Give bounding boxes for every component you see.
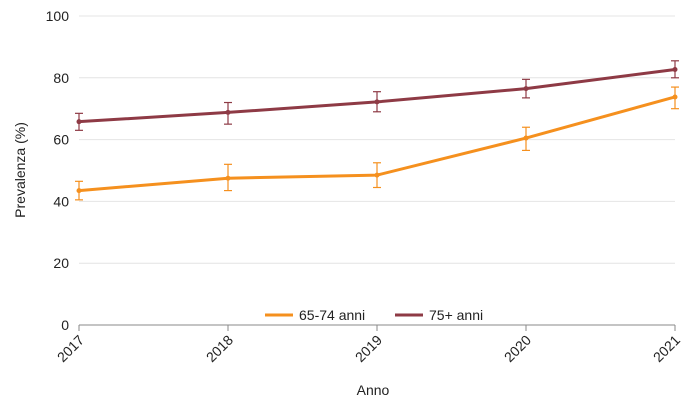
x-axis-ticks: 2017 2018 2019 2020 2021 [54, 325, 683, 365]
legend-label: 75+ anni [429, 307, 483, 323]
y-tick-label: 60 [53, 132, 69, 148]
data-point [225, 109, 231, 115]
data-point [672, 94, 678, 100]
series-1 [75, 60, 679, 131]
y-tick-label: 0 [61, 317, 69, 333]
x-tick-label: 2017 [54, 332, 87, 365]
data-point [76, 188, 82, 194]
data-point [672, 66, 678, 72]
x-tick-label: 2018 [203, 332, 236, 365]
y-axis-title: Prevalenza (%) [12, 122, 28, 218]
x-tick-label: 2019 [352, 332, 385, 365]
x-tick-label: 2021 [650, 332, 683, 365]
x-axis-title: Anno [357, 382, 390, 398]
y-tick-label: 80 [53, 70, 69, 86]
legend-item: 75+ anni [395, 307, 483, 323]
legend-item: 65-74 anni [265, 307, 365, 323]
data-point [374, 99, 380, 105]
data-point [76, 119, 82, 125]
legend-label: 65-74 anni [299, 307, 365, 323]
data-point [374, 172, 380, 178]
y-tick-label: 20 [53, 255, 69, 271]
series-0 [75, 86, 679, 201]
legend: 65-74 anni 75+ anni [265, 307, 483, 323]
data-point [225, 175, 231, 181]
data-point [523, 135, 529, 141]
data-point [523, 86, 529, 92]
y-axis-ticks: 0 20 40 60 80 100 [46, 8, 70, 333]
series-layer [75, 60, 679, 201]
y-tick-label: 40 [53, 193, 69, 209]
x-tick-label: 2020 [501, 332, 534, 365]
y-tick-label: 100 [46, 8, 70, 24]
